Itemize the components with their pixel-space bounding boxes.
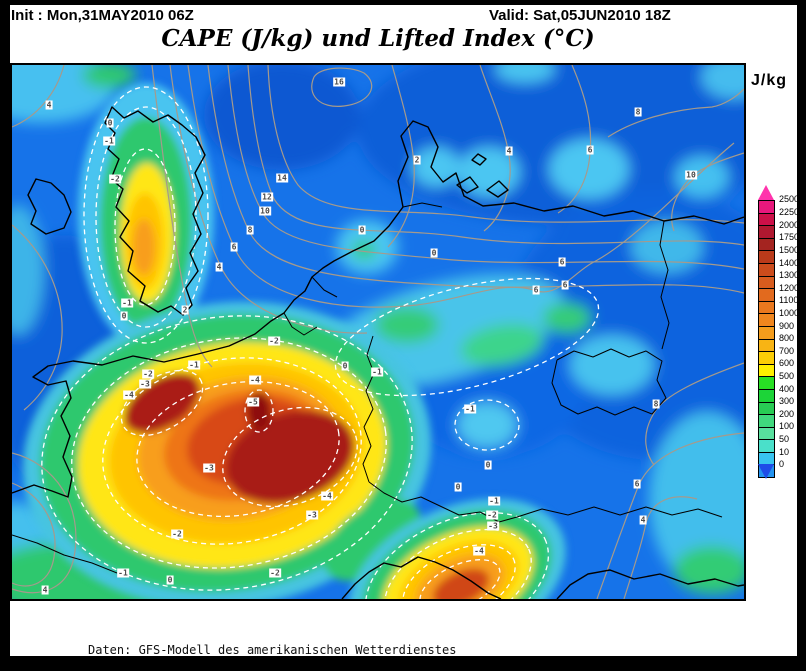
colorbar-segment [759,263,774,277]
colorbar: 2500 2250 2000 1750 1500 1400 1300 1200 … [758,185,800,485]
colorbar-segment [759,251,774,264]
colorbar-tick-label: 500 [779,371,795,381]
colorbar-segment [759,238,774,252]
chart-title: CAPE (J/kg) und Lifted Index (°C) [161,25,595,52]
colorbar-segment [759,440,774,453]
colorbar-segment [759,377,774,390]
footer-line-data-source: Daten: GFS-Modell des amerikanischen Wet… [88,643,457,657]
colorbar-tick-label: 400 [779,384,795,394]
frame-top [0,0,806,5]
colorbar-segment [759,314,774,327]
colorbar-tick-label: 800 [779,333,795,343]
colorbar-tick-label: 600 [779,358,795,368]
weather-map: 4 0 -1 -2 16 14 12 10 8 6 4 2 [10,63,746,601]
valid-time-label: Valid: Sat,05JUN2010 18Z [489,7,671,24]
colorbar-tick-label: 200 [779,409,795,419]
colorbar-tick-label: 1200 [779,283,800,293]
colorbar-segment [759,276,774,290]
legend: J/kg [746,63,800,601]
colorbar-tick-label: 300 [779,396,795,406]
colorbar-segment [759,226,774,239]
frame-bottom [0,656,806,671]
colorbar-tick-label: 700 [779,346,795,356]
colorbar-segment [759,326,774,340]
colorbar-segment [759,389,774,403]
cape-field-background-blobs [12,65,744,599]
colorbar-tick-label: 900 [779,321,795,331]
colorbar-segment [759,213,774,227]
colorbar-segment [759,289,774,302]
colorbar-segment [759,301,774,315]
country-borders [12,202,723,574]
colorbar-tick-label: 1100 [779,295,799,305]
colorbar-tick-label: 10 [779,447,790,457]
colorbar-segment [759,352,774,365]
lifted-index-positive-contours [12,65,744,599]
colorbar-tick-label: 2000 [779,220,800,230]
colorbar-segments [758,200,775,479]
colorbar-segment [759,402,774,416]
colorbar-arrow-up-icon [758,185,774,200]
colorbar-tick-label: 100 [779,421,795,431]
colorbar-tick-label: 1400 [779,258,800,268]
init-time-label: Init : Mon,31MAY2010 06Z [11,7,194,24]
colorbar-tick-label: 0 [779,459,785,469]
colorbar-segment [759,427,774,441]
colorbar-segment [759,201,774,214]
lifted-index-negative-contours [41,86,600,599]
cape-maxima-blobs [22,83,566,599]
frame-right [797,0,806,671]
colorbar-tick-label: 2500 [779,194,800,204]
colorbar-tick-label: 1750 [779,232,800,242]
colorbar-segment [759,415,774,428]
colorbar-arrow-down-icon [758,464,774,479]
colorbar-tick-label: 1000 [779,308,800,318]
colorbar-tick-label: 1300 [779,270,800,280]
colorbar-tick-label: 2250 [779,207,800,217]
cape-field-svg [12,65,744,599]
legend-unit-label: J/kg [751,72,788,89]
colorbar-segment [759,364,774,378]
frame-left [0,0,10,671]
colorbar-tick-label: 1500 [779,245,800,255]
colorbar-segment [759,339,774,353]
footer-credits: Daten: GFS-Modell des amerikanischen Wet… [88,610,456,671]
colorbar-tick-label: 50 [779,434,790,444]
